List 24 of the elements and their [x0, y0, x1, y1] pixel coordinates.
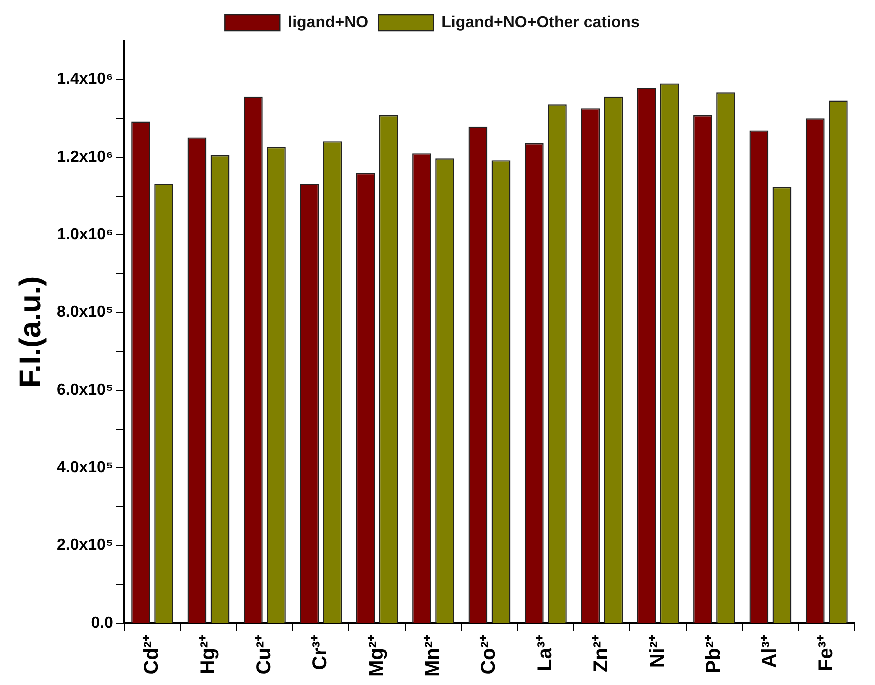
- x-tick-label: Mg²⁺: [366, 634, 388, 678]
- x-tick-label: Pb²⁺: [703, 634, 726, 674]
- x-tick-label: La³⁺: [534, 634, 556, 672]
- x-tick-label: Cr³⁺: [310, 634, 332, 670]
- y-tick-label: 4.0x10⁵: [57, 460, 114, 477]
- y-tick-label: 1.2x10⁶: [57, 148, 114, 166]
- x-tick-label: Ni²⁺: [646, 634, 669, 668]
- x-tick-label: Zn²⁺: [590, 634, 613, 673]
- y-tick-label: 8.0x10⁵: [57, 304, 114, 322]
- y-tick-label: 1.0x10⁶: [57, 226, 114, 244]
- x-tick-label: Cd²⁺: [141, 634, 164, 675]
- x-tick-label: Hg²⁺: [197, 634, 220, 675]
- x-tick-label: Mn²⁺: [422, 634, 444, 678]
- x-tick-label: Al³⁺: [759, 634, 782, 668]
- y-tick-label: 2.0x10⁵: [57, 537, 114, 554]
- x-tick-label: Co²⁺: [478, 634, 500, 675]
- legend-label: Ligand+NO+Other cations: [442, 14, 640, 32]
- legend-label: ligand+NO: [288, 14, 369, 32]
- x-tick-label: Fe³⁺: [815, 634, 838, 672]
- y-axis-title: F.I.(a.u.): [14, 276, 48, 388]
- y-tick-label: 6.0x10⁵: [57, 382, 114, 399]
- y-tick-label: 1.4x10⁶: [57, 71, 114, 88]
- x-tick-label: Cu²⁺: [253, 634, 276, 675]
- y-tick-label: 0.0: [91, 614, 114, 632]
